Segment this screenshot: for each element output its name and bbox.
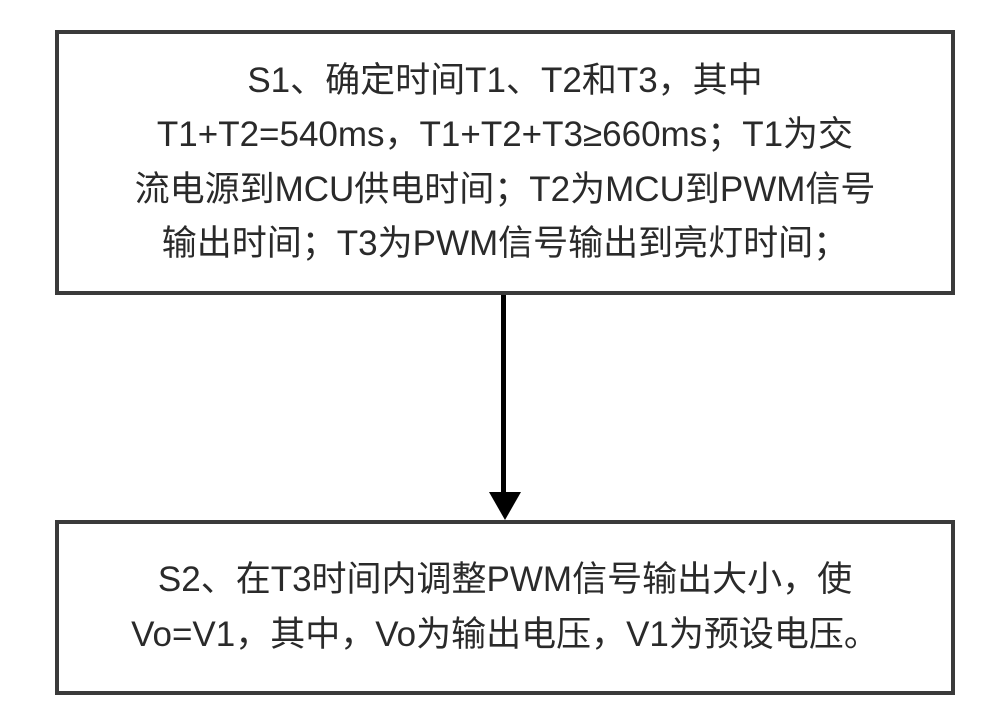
edge-s1-s2-arrowhead xyxy=(489,492,521,520)
flowchart-node-s2: S2、在T3时间内调整PWM信号输出大小，使 Vo=V1，其中，Vo为输出电压，… xyxy=(55,520,955,695)
edge-s1-s2-line xyxy=(501,295,506,502)
node-s1-text: S1、确定时间T1、T2和T3，其中 T1+T2=540ms，T1+T2+T3≥… xyxy=(135,54,876,271)
flowchart-node-s1: S1、确定时间T1、T2和T3，其中 T1+T2=540ms，T1+T2+T3≥… xyxy=(55,30,955,295)
node-s2-text: S2、在T3时间内调整PWM信号输出大小，使 Vo=V1，其中，Vo为输出电压，… xyxy=(131,553,879,662)
flowchart-canvas: S1、确定时间T1、T2和T3，其中 T1+T2=540ms，T1+T2+T3≥… xyxy=(0,0,1000,726)
